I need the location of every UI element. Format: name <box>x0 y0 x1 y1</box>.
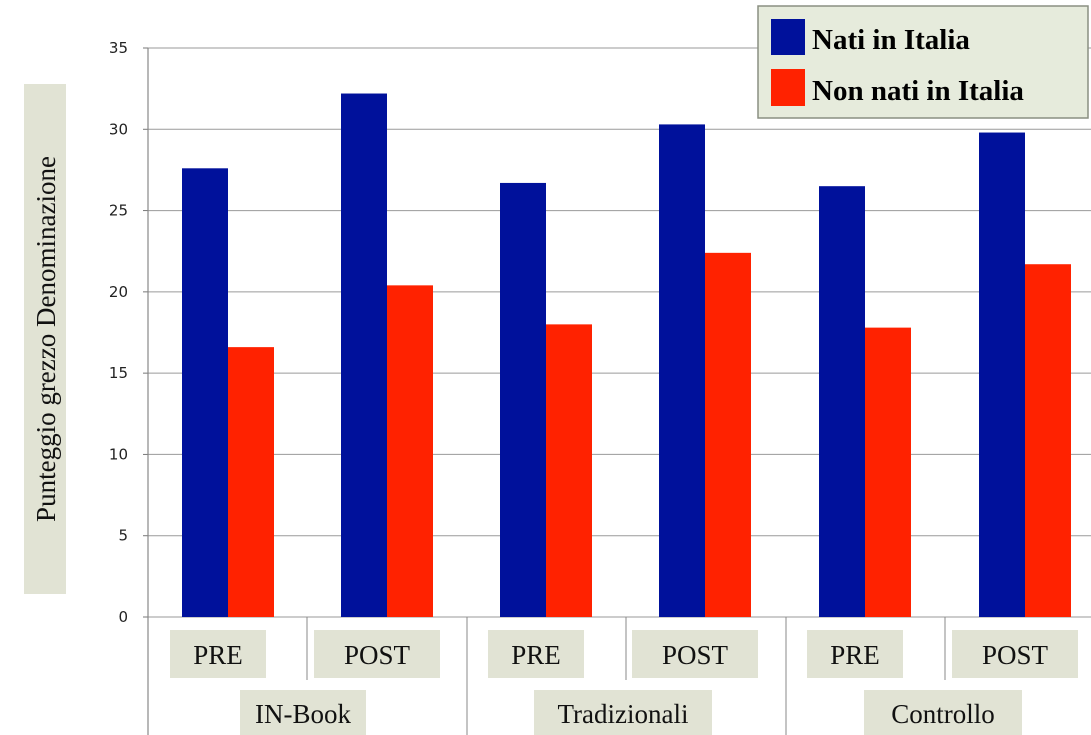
group-label-1: Tradizionali <box>558 699 689 729</box>
category-label-box <box>170 630 266 678</box>
group-label-box <box>534 690 712 735</box>
legend-label-nati: Nati in Italia <box>812 24 970 56</box>
bar-non-nati-2 <box>546 324 592 617</box>
y-tick-label: 30 <box>109 120 128 138</box>
category-label-4: PRE <box>830 640 880 670</box>
bar-layer <box>182 93 1071 618</box>
legend-swatch-non-nati <box>771 69 805 106</box>
bar-non-nati-0 <box>228 347 274 617</box>
category-label-0: PRE <box>193 640 243 670</box>
grid-layer <box>148 47 1091 618</box>
bar-nati-1 <box>341 93 387 617</box>
category-label-5: POST <box>982 640 1049 670</box>
category-label-box <box>807 630 903 678</box>
category-label-box <box>632 630 758 678</box>
bar-nati-0 <box>182 168 228 617</box>
bar-non-nati-4 <box>865 327 911 617</box>
category-label-box <box>488 630 584 678</box>
group-label-2: Controllo <box>891 699 995 729</box>
category-label-2: PRE <box>511 640 561 670</box>
group-label-box <box>240 690 366 735</box>
bar-nati-5 <box>979 132 1025 617</box>
group-label-0: IN-Book <box>255 699 351 729</box>
bar-nati-3 <box>659 124 705 617</box>
group-label-box <box>864 690 1022 735</box>
category-label-box <box>314 630 440 678</box>
legend: Nati in Italia Non nati in Italia <box>757 5 1089 119</box>
category-label-box <box>952 630 1078 678</box>
y-tick-label: 35 <box>109 39 128 57</box>
bar-nati-2 <box>500 182 546 618</box>
legend-swatch-nati <box>771 19 805 55</box>
y-tick-label: 25 <box>109 202 128 220</box>
category-label-1: POST <box>344 640 411 670</box>
bar-non-nati-5 <box>1025 264 1071 617</box>
y-axis-label-text: Punteggio grezzo Denominazione <box>31 156 61 522</box>
y-tick-label: 15 <box>109 364 128 382</box>
y-axis-label: Punteggio grezzo Denominazione <box>24 84 66 594</box>
legend-box <box>757 5 1089 119</box>
y-tick-label: 5 <box>118 527 128 545</box>
bar-non-nati-3 <box>705 252 751 617</box>
bar-nati-4 <box>819 186 865 617</box>
y-tick-label: 20 <box>109 283 128 301</box>
legend-label-non-nati: Non nati in Italia <box>812 75 1024 107</box>
y-tick-label: 0 <box>118 608 128 626</box>
category-label-3: POST <box>662 640 729 670</box>
y-tick-label: 10 <box>109 445 128 463</box>
axis-layer: 0 5 10 15 20 25 30 35 PRE POST PRE POST PRE POST IN-Bo… <box>109 39 1078 735</box>
bar-non-nati-1 <box>387 285 433 617</box>
